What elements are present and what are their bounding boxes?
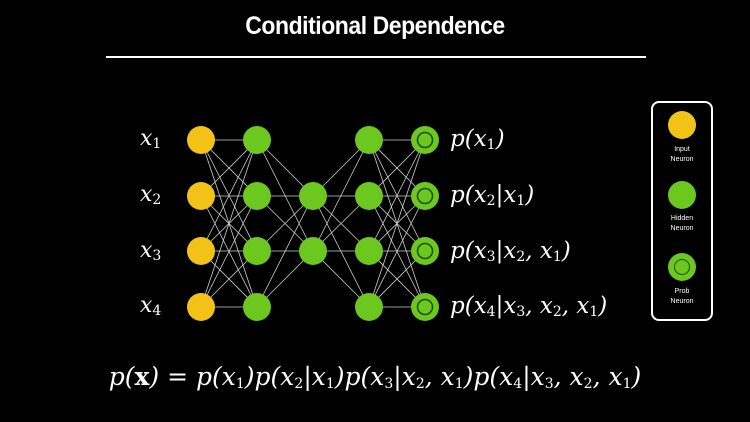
page-title: Conditional Dependence <box>245 12 505 40</box>
hidden-neuron-3-0 <box>355 126 383 154</box>
prob-neuron-4-3 <box>411 293 439 321</box>
prob-neuron-ring-3 <box>416 298 434 316</box>
hidden-neuron-3-2 <box>355 237 383 265</box>
legend-input-neuron-icon <box>668 111 696 139</box>
hidden-neuron-1-1 <box>243 182 271 210</box>
input-neuron-0-1 <box>187 182 215 210</box>
prob-neuron-4-2 <box>411 237 439 265</box>
prob-neuron-ring-2 <box>416 242 434 260</box>
output-label-3: p(x3|x2, x1) <box>450 238 571 265</box>
input-neuron-0-2 <box>187 237 215 265</box>
prob-neuron-ring-1 <box>416 187 434 205</box>
output-label-4: p(x4|x3, x2, x1) <box>450 293 608 320</box>
output-label-2: p(x2|x1) <box>450 182 535 209</box>
legend: Input Neuron Hidden Neuron Prob Neuron <box>651 101 713 321</box>
edge-l0-3-1 <box>200 195 258 308</box>
prob-neuron-4-0 <box>411 126 439 154</box>
hidden-neuron-3-1 <box>355 182 383 210</box>
legend-prob-neuron-icon <box>668 253 696 281</box>
legend-hidden-neuron-icon <box>668 181 696 209</box>
hidden-neuron-1-2 <box>243 237 271 265</box>
edge-l3-2-0 <box>368 139 426 252</box>
output-label-1: p(x1) <box>450 126 505 153</box>
hidden-neuron-3-3 <box>355 293 383 321</box>
edge-l0-3-0 <box>200 139 258 308</box>
edge-l1-3-0 <box>256 195 314 308</box>
edge-l3-3-1 <box>368 195 426 308</box>
edge-l0-2-0 <box>200 139 258 252</box>
prob-neuron-ring-0 <box>416 131 434 149</box>
edge-l3-3-0 <box>368 139 426 308</box>
input-neuron-0-0 <box>187 126 215 154</box>
title-underline <box>106 56 646 58</box>
legend-hidden-label: Hidden Neuron <box>670 215 694 232</box>
input-label-1: x1 <box>140 126 162 152</box>
prob-neuron-4-1 <box>411 182 439 210</box>
legend-input-label: Input Neuron <box>670 146 694 163</box>
edge-l2-0-3 <box>312 195 370 308</box>
input-label-2: x2 <box>140 182 162 208</box>
joint-probability-formula: p(x) = p(x1)p(x2|x1)p(x3|x2, x1)p(x4|x3,… <box>108 362 642 392</box>
legend-prob-label: Prob Neuron <box>670 288 694 305</box>
input-label-4: x4 <box>140 293 162 319</box>
hidden-neuron-1-0 <box>243 126 271 154</box>
hidden-neuron-1-3 <box>243 293 271 321</box>
hidden-neuron-2-1 <box>299 237 327 265</box>
edge-l2-1-0 <box>312 139 370 252</box>
hidden-neuron-2-0 <box>299 182 327 210</box>
input-neuron-0-3 <box>187 293 215 321</box>
input-label-3: x3 <box>140 238 162 264</box>
edge-l1-0-1 <box>256 139 314 252</box>
